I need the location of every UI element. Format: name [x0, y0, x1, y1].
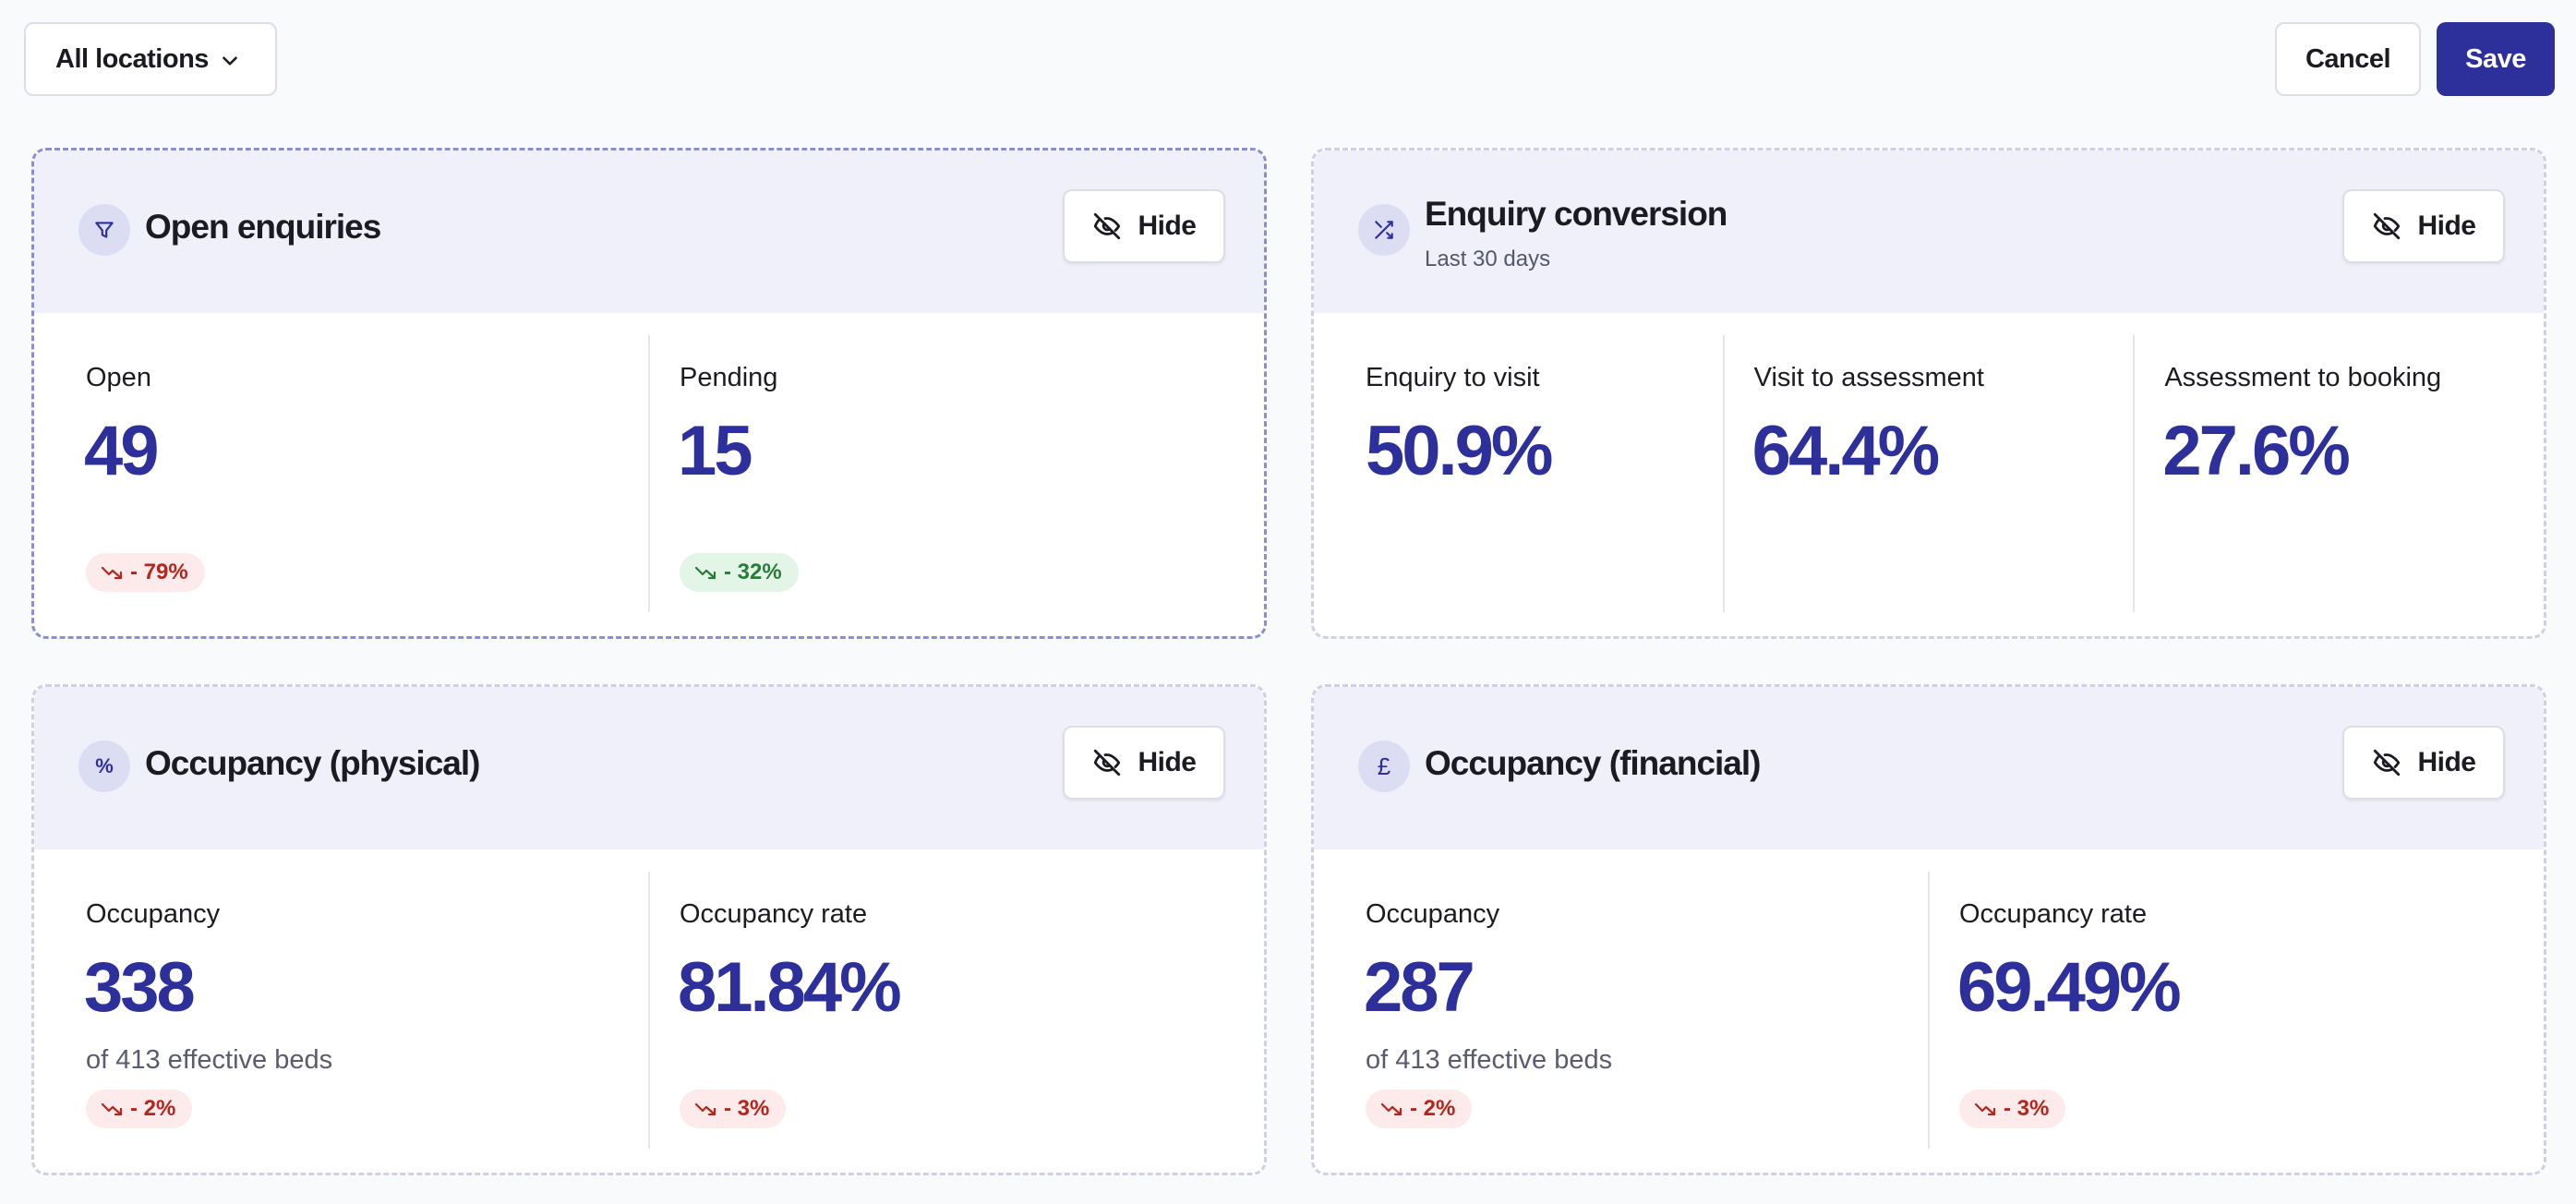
trend-badge-value: - 2% [130, 1096, 176, 1121]
cancel-button[interactable]: Cancel [2275, 22, 2421, 96]
metric-label: Pending [680, 363, 778, 392]
trend-badge: - 3% [680, 1090, 787, 1128]
metric-assessment-to-booking: Assessment to booking 27.6% [2133, 335, 2544, 612]
trend-badge: - 2% [1366, 1090, 1473, 1128]
hide-label: Hide [2417, 747, 2476, 777]
metric-pending: Pending 15 - 32% [648, 335, 1264, 612]
metric-label: Enquiry to visit [1366, 363, 1540, 392]
metric-occupancy: Occupancy 287 of 413 effective beds - 2% [1314, 872, 1928, 1149]
trend-badge: - 32% [680, 553, 799, 592]
hide-button[interactable]: Hide [2342, 189, 2505, 263]
location-select-label: All locations [55, 43, 209, 74]
trend-badge-value: - 3% [2004, 1096, 2050, 1121]
trend-badge: - 79% [86, 553, 205, 592]
chevron-down-icon [223, 56, 237, 66]
metric-label: Occupancy rate [680, 899, 868, 929]
card-header: Enquiry conversion Last 30 days Hide [1314, 150, 2544, 313]
card-header: £ Occupancy (financial) Hide [1314, 687, 2544, 849]
funnel-icon [78, 204, 130, 256]
metric-label: Occupancy [86, 899, 221, 929]
metric-label: Occupancy [1366, 899, 1500, 929]
trend-down-icon [1974, 1102, 1996, 1116]
metric-value: 27.6% [2162, 412, 2350, 490]
percent-glyph: % [95, 754, 114, 777]
trend-badge-value: - 79% [130, 560, 188, 584]
trend-down-icon [101, 1102, 123, 1116]
shuffle-icon [1358, 204, 1410, 256]
save-button[interactable]: Save [2437, 22, 2555, 96]
metric-value: 50.9% [1366, 412, 1553, 490]
card-title: Open enquiries [145, 208, 381, 246]
metric-value: 338 [84, 948, 196, 1027]
toolbar: All locations Cancel Save [0, 0, 2576, 120]
hide-label: Hide [2417, 211, 2476, 241]
eye-off-icon [1094, 212, 1121, 240]
eye-off-icon [1094, 749, 1121, 777]
card-enquiry-conversion[interactable]: Enquiry conversion Last 30 days Hide Enq… [1311, 148, 2546, 639]
metrics-row: Occupancy 338 of 413 effective beds - 2%… [34, 872, 1264, 1149]
metric-occupancy-rate: Occupancy rate 81.84% - 3% [648, 872, 1264, 1149]
metrics-row: Occupancy 287 of 413 effective beds - 2%… [1314, 872, 2544, 1149]
card-header: % Occupancy (physical) Hide [34, 687, 1264, 849]
trend-down-icon [694, 1102, 716, 1116]
hide-label: Hide [1138, 211, 1197, 241]
metric-occupancy: Occupancy 338 of 413 effective beds - 2% [34, 872, 648, 1149]
percent-icon: % [78, 740, 130, 792]
metric-visit-to-assessment: Visit to assessment 64.4% [1722, 335, 2134, 612]
metric-label: Open [86, 363, 151, 392]
trend-badge: - 3% [1959, 1090, 2066, 1128]
metric-open: Open 49 - 79% [34, 335, 648, 612]
location-select[interactable]: All locations [24, 22, 277, 96]
metric-occupancy-rate: Occupancy rate 69.49% - 3% [1928, 872, 2544, 1149]
card-occupancy-financial[interactable]: £ Occupancy (financial) Hide Occupancy 2… [1311, 684, 2546, 1175]
trend-down-icon [1380, 1102, 1402, 1116]
trend-badge-value: - 2% [1410, 1096, 1456, 1121]
metric-label: Occupancy rate [1959, 899, 2148, 929]
metric-value: 287 [1364, 948, 1475, 1027]
card-open-enquiries[interactable]: Open enquiries Hide Open 49 - 79% Pendin… [31, 148, 1267, 639]
trend-down-icon [101, 566, 123, 580]
hide-button[interactable]: Hide [1063, 189, 1225, 263]
trend-badge-value: - 3% [724, 1096, 770, 1121]
hide-label: Hide [1138, 747, 1197, 777]
pound-glyph: £ [1377, 752, 1391, 780]
card-title: Occupancy (financial) [1425, 744, 1761, 782]
pound-icon: £ [1358, 740, 1410, 792]
hide-button[interactable]: Hide [2342, 726, 2505, 800]
metric-value: 64.4% [1751, 412, 1940, 490]
eye-off-icon [2374, 749, 2401, 777]
metric-value: 81.84% [678, 948, 902, 1027]
metric-note: of 413 effective beds [1366, 1045, 1613, 1075]
trend-badge: - 2% [86, 1090, 193, 1128]
hide-button[interactable]: Hide [1063, 726, 1225, 800]
metric-enquiry-to-visit: Enquiry to visit 50.9% [1314, 335, 1723, 612]
metric-value: 49 [84, 412, 160, 490]
card-subtitle: Last 30 days [1425, 247, 1551, 271]
card-title: Enquiry conversion [1425, 195, 1727, 233]
trend-down-icon [694, 566, 716, 580]
metric-value: 15 [678, 412, 753, 490]
metrics-row: Enquiry to visit 50.9% Visit to assessme… [1314, 335, 2544, 612]
eye-off-icon [2374, 212, 2401, 240]
metric-note: of 413 effective beds [86, 1045, 333, 1075]
trend-badge-value: - 32% [724, 560, 782, 584]
metric-label: Assessment to booking [2164, 363, 2442, 392]
metric-value: 69.49% [1957, 948, 2182, 1027]
metric-label: Visit to assessment [1753, 363, 1984, 392]
metrics-row: Open 49 - 79% Pending 15 - 32% [34, 335, 1264, 612]
card-occupancy-physical[interactable]: % Occupancy (physical) Hide Occupancy 33… [31, 684, 1267, 1175]
card-header: Open enquiries Hide [34, 150, 1264, 313]
card-title: Occupancy (physical) [145, 744, 480, 782]
